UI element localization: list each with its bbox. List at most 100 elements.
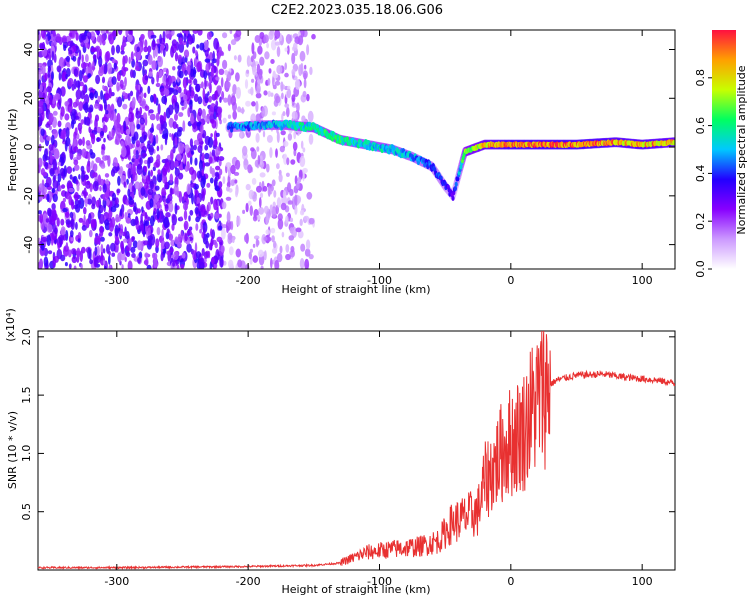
spectrogram-noise-cell	[172, 81, 177, 88]
spectrogram-noise-cell	[117, 175, 121, 186]
spectrogram-noise-cell	[57, 242, 61, 250]
spectrogram-noise-cell	[227, 232, 233, 241]
spectrogram-noise-cell	[54, 227, 58, 235]
spectrogram-noise-cell	[73, 164, 80, 171]
spectrogram-noise-cell	[180, 264, 185, 269]
spectrogram-noise-cell	[163, 88, 170, 96]
spectrogram-noise-cell	[290, 245, 295, 253]
spectrogram-noise-cell	[163, 197, 166, 207]
spectrogram-x-tick-label: -200	[236, 274, 261, 287]
spectrogram-noise-cell	[269, 204, 273, 212]
spectrogram-noise-cell	[207, 136, 214, 148]
spectrogram-noise-cell	[227, 174, 231, 186]
spectrogram-noise-cell	[182, 94, 188, 102]
spectrogram-noise-cell	[60, 184, 66, 189]
spectrogram-noise-cell	[266, 42, 269, 49]
spectrogram-noise-cell	[53, 53, 57, 63]
spectrogram-noise-cell	[271, 235, 275, 243]
spectrogram-noise-cell	[286, 45, 290, 55]
spectrogram-noise-cell	[279, 245, 283, 254]
spectrogram-noise-cell	[180, 229, 184, 241]
spectrogram-noise-cell	[144, 220, 150, 227]
spectrogram-noise-cell	[104, 219, 110, 226]
spectrogram-noise-cell	[219, 256, 224, 268]
spectrogram-noise-cell	[194, 157, 198, 166]
spectrogram-noise-cell	[211, 119, 217, 129]
spectrogram-noise-cell	[255, 113, 261, 122]
spectrogram-noise-cell	[267, 90, 272, 97]
spectrogram-noise-cell	[195, 83, 201, 92]
spectrogram-track-cell	[459, 164, 463, 170]
spectrogram-noise-cell	[183, 99, 188, 110]
spectrogram-noise-cell	[284, 103, 290, 108]
spectrogram-noise-cell	[154, 185, 160, 191]
spectrogram-noise-cell	[131, 185, 135, 193]
spectrogram-noise-cell	[115, 217, 121, 222]
spectrogram-noise-cell	[85, 218, 90, 229]
spectrogram-noise-cell	[119, 208, 123, 217]
spectrogram-noise-cell	[85, 54, 89, 63]
spectrogram-noise-cell	[225, 81, 231, 89]
spectrogram-noise-cell	[164, 136, 168, 146]
spectrogram-noise-cell	[60, 106, 65, 117]
spectrogram-noise-cell	[259, 197, 262, 208]
spectrogram-noise-cell	[203, 251, 209, 259]
spectrogram-noise-cell	[89, 259, 93, 265]
spectrogram-noise-cell	[137, 257, 141, 264]
snr-x-tick-label: 0	[507, 575, 514, 588]
spectrogram-noise-cell	[54, 255, 59, 263]
spectrogram-noise-cell	[82, 75, 88, 83]
spectrogram-noise-cell	[38, 114, 43, 126]
spectrogram-noise-cell	[82, 136, 85, 147]
spectrogram-noise-cell	[303, 78, 307, 89]
spectrogram-noise-cell	[209, 177, 214, 184]
spectrogram-noise-cell	[57, 120, 62, 128]
spectrogram-noise-cell	[225, 162, 232, 168]
spectrogram-noise-cell	[104, 266, 107, 269]
spectrogram-noise-cell	[44, 72, 48, 82]
spectrogram-noise-cell	[219, 96, 222, 103]
spectrogram-noise-cell	[47, 250, 53, 255]
spectrogram-noise-cell	[237, 259, 243, 268]
spectrogram-noise-cell	[123, 181, 126, 188]
spectrogram-noise-cell	[46, 86, 52, 93]
spectrogram-noise-cell	[79, 128, 82, 135]
spectrogram-y-tick-label: 40	[22, 43, 35, 57]
spectrogram-noise-cell	[65, 55, 71, 63]
spectrogram-noise-cell	[58, 72, 62, 81]
spectrogram-noise-cell	[107, 155, 111, 167]
spectrogram-layer	[38, 30, 675, 269]
spectrogram-noise-cell	[128, 196, 133, 201]
spectrogram-noise-cell	[127, 188, 131, 198]
spectrogram-noise-cell	[51, 203, 56, 211]
spectrogram-noise-cell	[276, 64, 283, 75]
spectrogram-noise-cell	[73, 204, 79, 210]
spectrogram-noise-cell	[184, 165, 189, 172]
spectrogram-noise-cell	[89, 62, 93, 74]
spectrogram-noise-cell	[51, 50, 55, 61]
spectrogram-noise-cell	[159, 69, 163, 77]
spectrogram-noise-cell	[177, 172, 184, 180]
spectrogram-noise-cell	[82, 68, 85, 75]
spectrogram-noise-cell	[176, 153, 182, 161]
spectrogram-noise-cell	[194, 50, 198, 57]
spectrogram-noise-cell	[90, 218, 97, 229]
spectrogram-noise-cell	[102, 85, 105, 90]
spectrogram-noise-cell	[69, 149, 74, 161]
spectrogram-noise-cell	[259, 155, 263, 166]
spectrogram-noise-cell	[216, 236, 223, 243]
spectrogram-noise-cell	[106, 244, 110, 254]
spectrogram-noise-cell	[85, 180, 91, 189]
spectrogram-noise-cell	[242, 145, 248, 156]
spectrogram-noise-cell	[52, 179, 59, 189]
spectrogram-noise-cell	[209, 52, 213, 61]
spectrogram-noise-cell	[117, 96, 123, 108]
spectrogram-noise-cell	[171, 39, 177, 47]
spectrogram-noise-cell	[311, 33, 316, 40]
spectrogram-noise-cell	[81, 148, 87, 158]
spectrogram-noise-cell	[75, 179, 79, 185]
snr-x-tick-label: -200	[236, 575, 261, 588]
colorbar-tick-label: 0.6	[694, 117, 707, 135]
spectrogram-noise-cell	[267, 78, 271, 86]
spectrogram-track-cell	[345, 136, 349, 142]
